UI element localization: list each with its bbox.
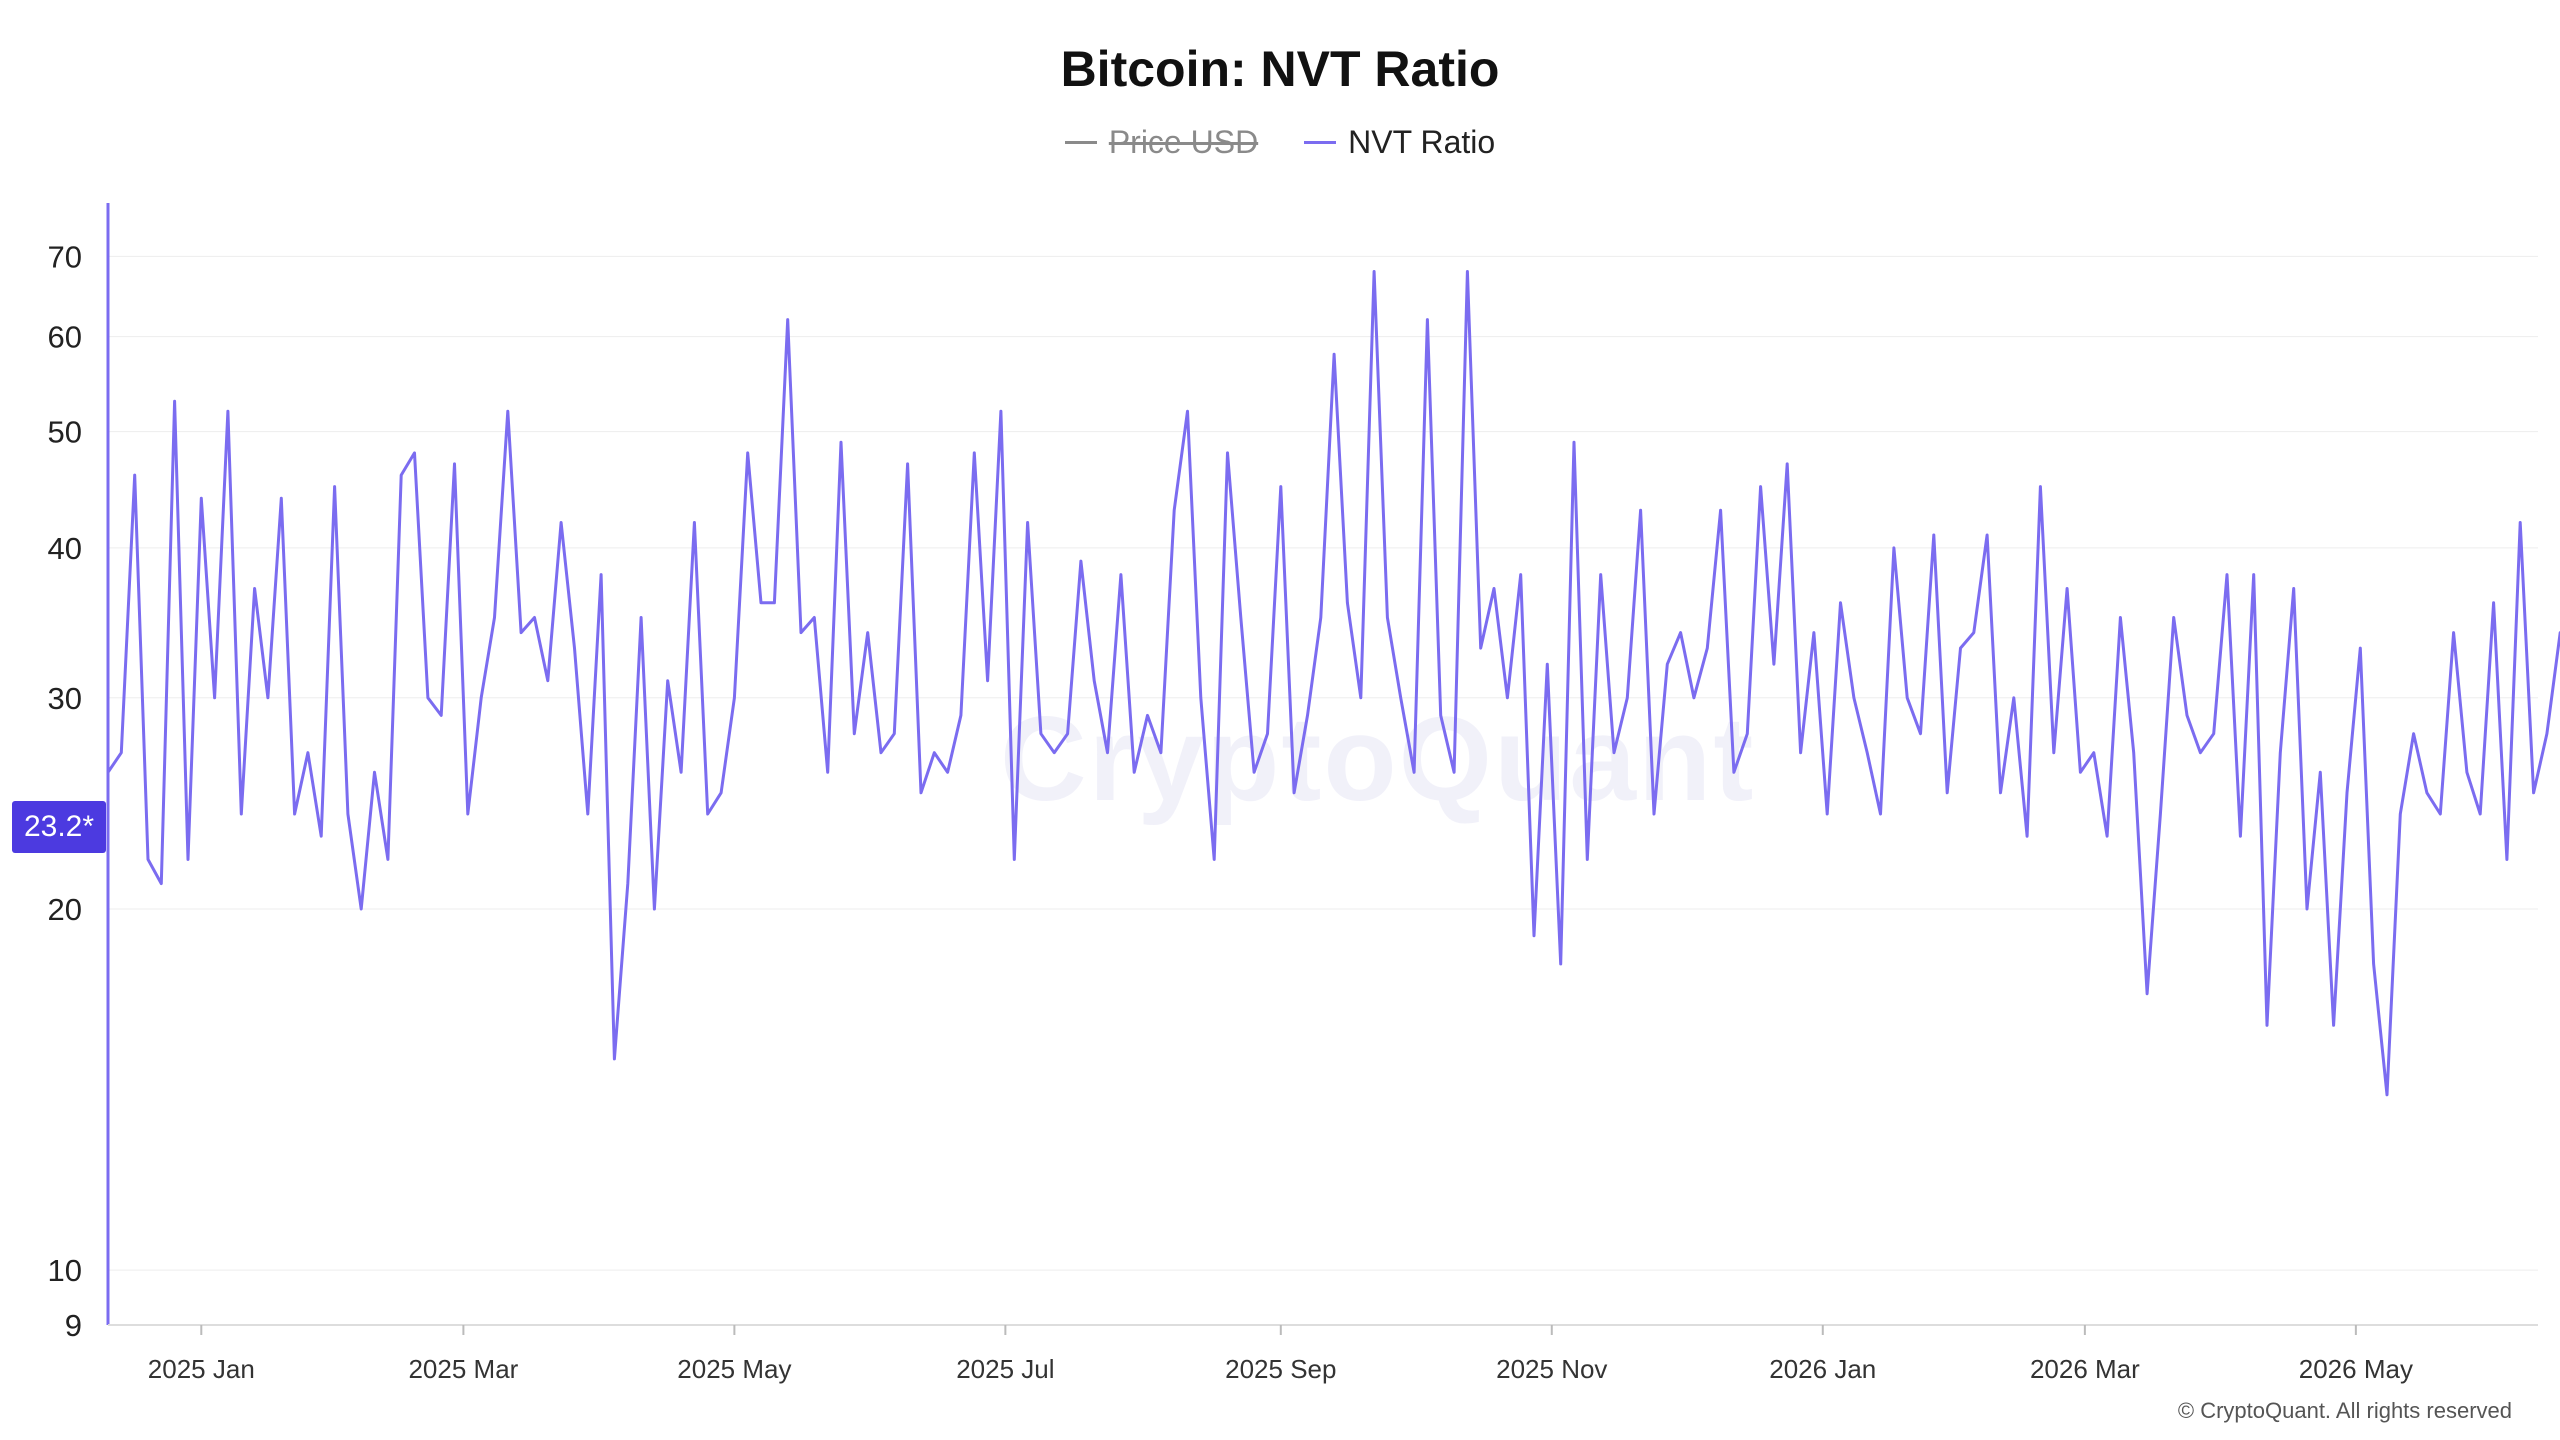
legend-line-icon [1064,141,1097,144]
legend-label: NVT Ratio [1348,124,1496,160]
series-line-nvt-ratio [106,270,2560,1097]
x-tick-label: 2025 Nov [1496,1354,1607,1384]
y-tick-label: 60 [48,320,82,355]
legend-line-icon [1304,141,1337,144]
x-tick-label: 2026 Mar [2030,1354,2140,1384]
y-tick-label: 40 [48,531,82,566]
x-tick-label: 2025 May [677,1354,791,1384]
y-tick-label: 70 [48,239,82,274]
x-tick-label: 2025 Jan [148,1354,255,1384]
legend-item-price[interactable]: Price USD [1064,124,1259,161]
chart-title: Bitcoin: NVT Ratio [1060,41,1500,97]
x-tick-label: 2025 Sep [1225,1354,1336,1384]
current-value-badge: 23.2* [12,801,106,853]
x-tick-label: 2025 Mar [408,1354,518,1384]
x-tick-label: 2026 Jan [1769,1354,1876,1384]
x-tick-label: 2026 May [2299,1354,2413,1384]
y-tick-label: 9 [65,1308,82,1343]
x-tick-label: 2025 Jul [956,1354,1054,1384]
y-tick-label: 10 [48,1253,82,1288]
legend-label: Price USD [1108,124,1259,160]
chart-legend: Price USD NVT Ratio [0,124,2560,161]
copyright-text: © CryptoQuant. All rights reserved [2177,1398,2512,1423]
y-tick-label: 20 [48,892,82,927]
y-tick-label: 50 [48,415,82,450]
legend-item-nvt[interactable]: NVT Ratio [1304,124,1495,161]
y-tick-label: 30 [48,681,82,716]
watermark: CryptoQuant [1000,692,1756,826]
